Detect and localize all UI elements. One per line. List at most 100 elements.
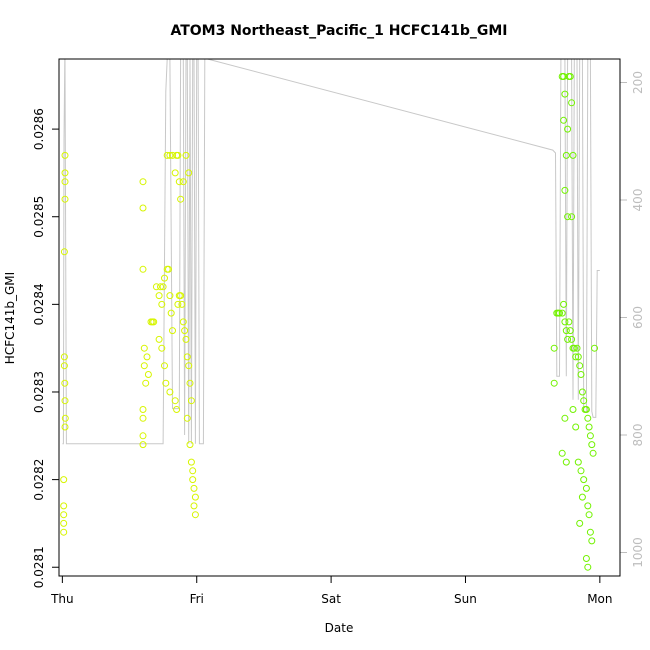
x-tick-label: Thu bbox=[50, 592, 74, 606]
data-point-series-2 bbox=[589, 449, 597, 457]
data-point-series-1 bbox=[169, 327, 176, 335]
data-point-series-1 bbox=[61, 379, 69, 387]
data-point-series-1 bbox=[61, 423, 69, 431]
data-point-series-1 bbox=[173, 406, 181, 413]
y-tick-label: 0.0283 bbox=[32, 371, 46, 413]
data-point-series-2 bbox=[566, 327, 574, 335]
data-point-series-2 bbox=[568, 213, 576, 221]
y-tick-label: 0.0286 bbox=[32, 108, 46, 150]
data-point-series-1 bbox=[60, 502, 68, 510]
data-point-series-1 bbox=[139, 414, 147, 422]
data-point-series-1 bbox=[163, 151, 171, 159]
data-point-series-2 bbox=[562, 327, 570, 335]
data-point-series-1 bbox=[171, 397, 179, 405]
y-tick-label: 0.0281 bbox=[32, 546, 46, 588]
plot-frame bbox=[58, 58, 621, 577]
data-point-series-1 bbox=[142, 379, 150, 387]
data-point-series-2 bbox=[558, 449, 566, 457]
data-point-series-1 bbox=[155, 335, 163, 343]
data-point-series-2 bbox=[591, 344, 598, 352]
data-point-series-2 bbox=[580, 397, 588, 405]
data-point-series-1 bbox=[167, 309, 175, 317]
data-point-series-1 bbox=[162, 379, 170, 387]
data-point-series-1 bbox=[140, 362, 148, 370]
data-point-series-1 bbox=[182, 151, 190, 159]
data-point-series-1 bbox=[171, 169, 179, 177]
data-point-series-1 bbox=[174, 151, 182, 159]
pressure-trace-line bbox=[62, 58, 600, 445]
data-point-series-1 bbox=[60, 528, 68, 536]
pressure-trace-layer bbox=[62, 58, 600, 445]
data-point-series-2 bbox=[576, 519, 584, 527]
x-axis-label: Date bbox=[325, 621, 354, 635]
data-point-series-1 bbox=[152, 283, 160, 291]
data-point-series-1 bbox=[177, 292, 185, 300]
data-point-series-2 bbox=[585, 423, 593, 431]
data-point-series-1 bbox=[61, 151, 69, 159]
data-point-series-2 bbox=[561, 318, 569, 326]
data-point-series-2 bbox=[561, 414, 569, 422]
data-point-series-2 bbox=[588, 537, 596, 545]
data-point-series-1 bbox=[186, 441, 194, 449]
data-point-series-2 bbox=[569, 151, 577, 159]
data-point-series-1 bbox=[61, 397, 69, 405]
data-point-series-1 bbox=[166, 151, 174, 159]
data-point-series-1 bbox=[158, 344, 166, 352]
data-point-series-2 bbox=[556, 309, 563, 317]
data-point-series-2 bbox=[582, 555, 590, 562]
y-tick-label: 0.0282 bbox=[32, 459, 46, 501]
data-point-series-1 bbox=[186, 379, 194, 387]
data-point-series-2 bbox=[564, 335, 572, 343]
data-point-series-2 bbox=[582, 484, 590, 492]
data-point-series-1 bbox=[61, 414, 69, 422]
data-point-series-1 bbox=[182, 335, 190, 343]
data-point-series-1 bbox=[139, 406, 147, 413]
data-point-series-1 bbox=[177, 195, 185, 203]
data-point-series-1 bbox=[189, 467, 197, 475]
right-tick-label: 800 bbox=[631, 424, 645, 447]
data-point-series-2 bbox=[562, 458, 570, 466]
data-point-series-1 bbox=[185, 169, 193, 177]
data-point-series-2 bbox=[569, 406, 577, 413]
data-point-series-2 bbox=[560, 116, 568, 124]
data-point-series-1 bbox=[187, 458, 195, 466]
data-point-series-1 bbox=[175, 178, 183, 186]
data-point-series-1 bbox=[60, 519, 68, 527]
data-point-series-1 bbox=[166, 388, 174, 396]
x-tick-label: Sat bbox=[321, 592, 341, 606]
data-point-series-1 bbox=[169, 151, 176, 159]
data-point-series-1 bbox=[144, 371, 152, 378]
data-point-series-1 bbox=[189, 476, 197, 484]
data-point-series-1 bbox=[150, 318, 158, 326]
data-point-series-1 bbox=[179, 178, 187, 186]
data-point-series-2 bbox=[586, 528, 594, 536]
data-point-series-1 bbox=[179, 318, 187, 326]
data-point-series-1 bbox=[191, 493, 199, 501]
x-tick-label: Sun bbox=[454, 592, 477, 606]
data-point-series-2 bbox=[584, 502, 592, 510]
right-tick-label: 200 bbox=[631, 71, 645, 94]
data-point-series-1 bbox=[155, 292, 163, 300]
x-tick-label: Fri bbox=[190, 592, 204, 606]
data-point-series-1 bbox=[181, 327, 189, 335]
data-point-series-2 bbox=[558, 309, 566, 317]
data-point-series-2 bbox=[582, 406, 590, 413]
data-point-series-2 bbox=[577, 467, 585, 475]
data-point-series-2 bbox=[568, 335, 576, 343]
data-point-series-2 bbox=[566, 73, 574, 80]
data-point-series-2 bbox=[584, 414, 592, 422]
y-tick-label: 0.0285 bbox=[32, 196, 46, 238]
data-point-series-1 bbox=[183, 414, 191, 422]
data-point-series-1 bbox=[191, 511, 199, 519]
data-point-series-2 bbox=[550, 344, 558, 352]
data-point-series-1 bbox=[139, 432, 147, 440]
data-point-series-2 bbox=[584, 563, 592, 571]
data-point-series-2 bbox=[565, 318, 573, 326]
data-point-series-1 bbox=[159, 283, 167, 291]
data-point-series-1 bbox=[60, 362, 68, 370]
data-point-series-2 bbox=[564, 213, 572, 221]
data-point-series-2 bbox=[574, 458, 582, 466]
data-point-series-2 bbox=[576, 362, 584, 370]
